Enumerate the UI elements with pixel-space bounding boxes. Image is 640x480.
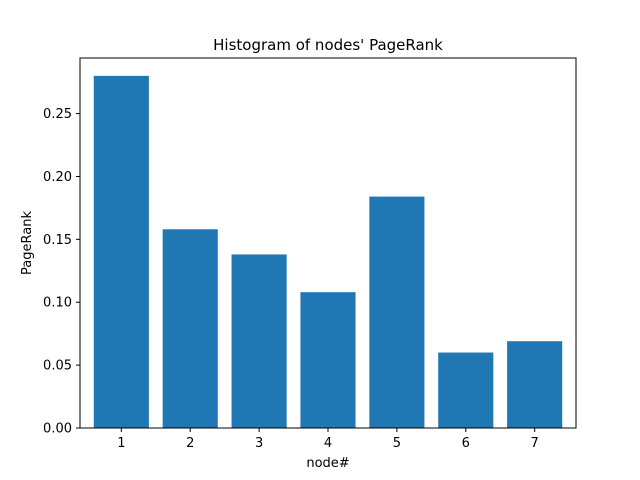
y-axis-label: PageRank: [20, 211, 35, 275]
x-tick-label: 2: [186, 436, 194, 451]
bar-node-6: [438, 352, 494, 428]
y-tick-label: 0.05: [43, 359, 72, 374]
bar-node-3: [231, 254, 287, 428]
x-tick-label: 3: [255, 436, 263, 451]
x-tick-label: 1: [117, 436, 125, 451]
x-tick-label: 7: [531, 436, 539, 451]
bar-node-2: [162, 229, 218, 428]
bars-group: [93, 75, 563, 429]
y-tick-label: 0.15: [43, 233, 72, 248]
bar-node-7: [507, 341, 563, 428]
chart-title: Histogram of nodes' PageRank: [213, 36, 443, 54]
bar-node-4: [300, 292, 356, 428]
y-tick-label: 0.10: [43, 296, 72, 311]
plot-frame: [79, 57, 577, 429]
x-tick-label: 4: [324, 436, 332, 451]
x-tick-label: 6: [462, 436, 470, 451]
y-axis-ticks: 0.00 0.05 0.10 0.15 0.20 0.25: [43, 107, 80, 437]
x-tick-label: 5: [393, 436, 401, 451]
y-tick-label: 0.20: [43, 170, 72, 185]
bar-node-1: [93, 75, 149, 429]
x-axis-ticks: 1 2 3 4 5 6 7: [117, 428, 539, 451]
x-axis-label: node#: [306, 456, 349, 471]
y-tick-label: 0.25: [43, 107, 72, 122]
bar-node-5: [369, 196, 425, 428]
y-tick-label: 0.00: [43, 422, 72, 437]
